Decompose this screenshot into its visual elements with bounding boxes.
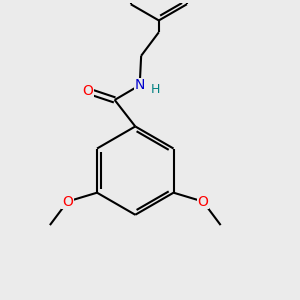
Text: O: O [197, 194, 208, 208]
Text: O: O [83, 84, 94, 98]
Text: N: N [134, 78, 145, 92]
Text: O: O [62, 194, 73, 208]
Text: H: H [151, 83, 160, 96]
